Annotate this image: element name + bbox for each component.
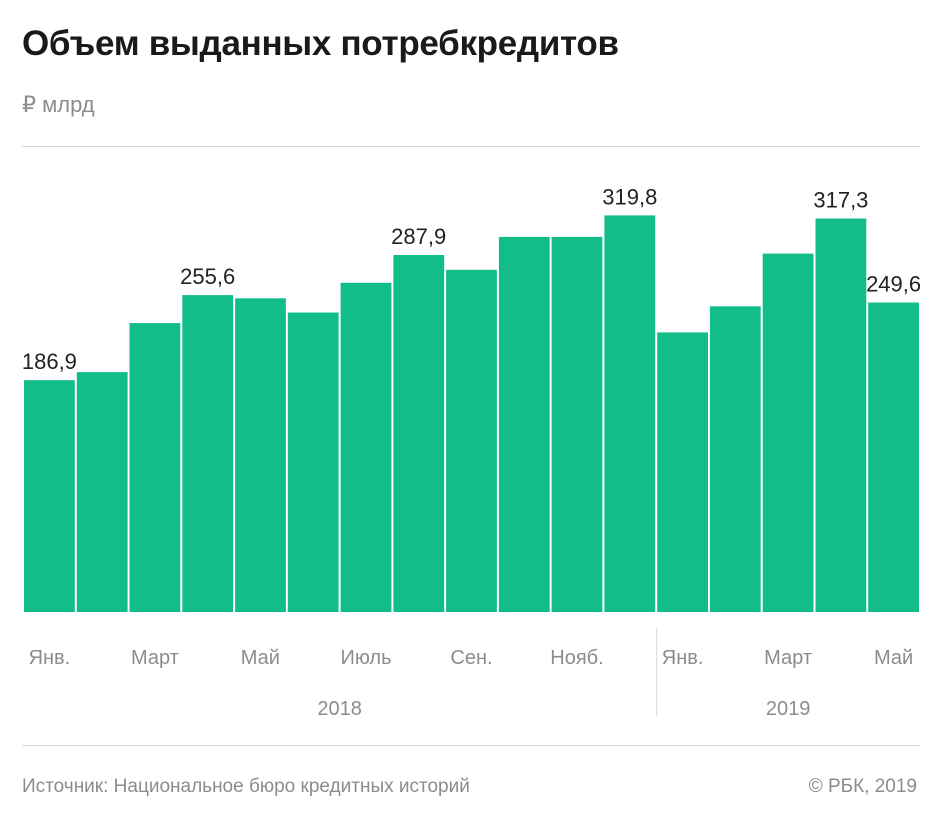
data-label: 255,6	[180, 264, 235, 289]
bar-2018-07	[340, 282, 392, 612]
bar-2018-10	[498, 236, 550, 612]
bar-2019-04	[815, 218, 867, 612]
data-label: 317,3	[813, 188, 868, 213]
bar-2018-11	[551, 236, 603, 612]
bar-2018-04	[182, 295, 234, 612]
chart-title: Объем выданных потребкредитов	[22, 24, 619, 63]
x-tick-label: Март	[764, 647, 812, 669]
bar-2018-03	[129, 323, 181, 612]
x-tick-label: Сен.	[450, 647, 492, 669]
year-label: 2018	[317, 698, 362, 720]
x-tick-label: Май	[241, 647, 280, 669]
data-label: 249,6	[866, 272, 921, 297]
bar-2018-06	[287, 312, 339, 612]
top-divider	[22, 146, 920, 147]
source-note: Источник: Национальное бюро кредитных ис…	[22, 776, 470, 797]
data-label: 186,9	[22, 349, 77, 374]
year-label: 2019	[766, 698, 811, 720]
bar-2019-05	[868, 302, 919, 612]
x-tick-label: Нояб.	[550, 647, 603, 669]
bar-2018-05	[235, 298, 286, 612]
bar-2019-02	[709, 306, 761, 612]
x-tick-label: Янв.	[662, 647, 704, 669]
bar-2018-02	[76, 372, 128, 612]
bar-2019-01	[657, 332, 708, 612]
x-tick-label: Янв.	[29, 647, 71, 669]
bar-2019-03	[762, 253, 814, 612]
data-label: 287,9	[391, 224, 446, 249]
data-label: 319,8	[602, 184, 657, 209]
x-tick-label: Март	[131, 647, 179, 669]
bar-2018-12	[604, 215, 656, 612]
bottom-divider	[22, 745, 920, 746]
unit-label: ₽ млрд	[22, 92, 95, 117]
x-tick-label: Июль	[340, 647, 391, 669]
bar-2018-09	[446, 269, 497, 612]
bar-2018-08	[393, 255, 445, 612]
copyright-note: © РБК, 2019	[808, 776, 917, 797]
x-tick-label: Май	[874, 647, 913, 669]
bar-2018-01	[24, 380, 75, 612]
